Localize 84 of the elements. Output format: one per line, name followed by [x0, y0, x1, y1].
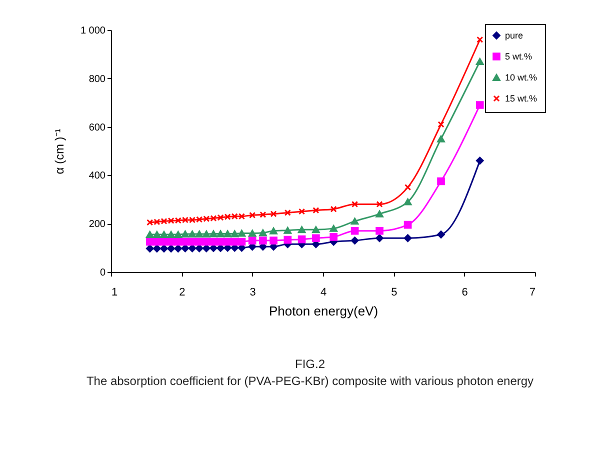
- point: [160, 244, 168, 252]
- legend-label: pure: [505, 30, 524, 40]
- point: [330, 224, 338, 232]
- x-tick-label: 5: [391, 286, 398, 298]
- point: [195, 230, 204, 238]
- point: [437, 230, 445, 238]
- point: [160, 231, 168, 238]
- point: [330, 206, 337, 212]
- y-tick-label: 600: [88, 122, 106, 134]
- point: [238, 230, 246, 237]
- point: [230, 230, 239, 238]
- point: [188, 230, 196, 238]
- point: [181, 230, 190, 238]
- y-tick-label: 400: [88, 170, 106, 182]
- point: [174, 238, 182, 246]
- y-tick-label: 200: [88, 219, 106, 230]
- caption: FIG.2: [294, 356, 326, 373]
- point: [404, 234, 412, 242]
- y-axis-title: α (cm )⁻¹: [52, 128, 66, 174]
- x-tick-label: 3: [250, 286, 256, 298]
- point: [350, 226, 359, 235]
- point: [404, 198, 412, 206]
- x-axis-title: Photon energy(eV): [268, 304, 378, 318]
- point: [298, 226, 306, 234]
- point: [350, 218, 359, 225]
- point: [404, 220, 412, 229]
- point: [202, 230, 210, 238]
- x-tick-label: 6: [462, 286, 468, 298]
- legend-label: 15 wt.%: [505, 94, 538, 104]
- point: [312, 207, 320, 214]
- point: [376, 234, 384, 242]
- point: [167, 231, 175, 238]
- point: [270, 236, 278, 244]
- y-tick-label: 1 000: [80, 26, 106, 36]
- point: [259, 236, 267, 244]
- legend-label: 10 wt.%: [505, 72, 538, 82]
- point: [298, 235, 306, 244]
- legend-label: 5 wt.%: [505, 52, 532, 62]
- point: [376, 200, 383, 208]
- point: [438, 121, 444, 128]
- point: [298, 208, 306, 215]
- point: [437, 135, 445, 142]
- point: [284, 236, 292, 244]
- point: [146, 244, 154, 252]
- x-tick-label: 4: [320, 286, 327, 298]
- point: [224, 230, 232, 238]
- y-tick-label: 0: [100, 268, 106, 278]
- point: [284, 226, 292, 234]
- point: [312, 226, 320, 234]
- point: [437, 177, 445, 186]
- point: [153, 231, 161, 238]
- point: [270, 227, 278, 234]
- point: [259, 229, 267, 236]
- y-tick-label: 800: [88, 74, 106, 85]
- point: [248, 230, 256, 237]
- point: [284, 209, 291, 216]
- text: The absorption coefficient for (PVA-PEG-KBr) composite with various photon energy: [85, 373, 535, 390]
- point: [376, 210, 384, 218]
- point: [238, 238, 246, 246]
- point: [224, 238, 232, 246]
- point: [352, 200, 358, 208]
- point: [376, 226, 384, 235]
- point: [270, 210, 277, 218]
- point: [476, 156, 484, 165]
- point: [330, 233, 338, 241]
- point: [476, 101, 484, 109]
- point: [312, 234, 320, 242]
- point: [174, 244, 182, 252]
- point: [210, 230, 218, 238]
- x-tick-label: 1: [112, 286, 118, 298]
- point: [174, 231, 182, 238]
- point: [476, 58, 484, 65]
- point: [153, 244, 161, 252]
- x-tick-label: 7: [529, 286, 536, 298]
- point: [260, 211, 266, 218]
- point: [167, 244, 175, 252]
- point: [146, 231, 154, 238]
- point: [350, 236, 359, 244]
- point: [248, 236, 256, 244]
- x-tick-label: 2: [179, 286, 186, 298]
- point: [404, 184, 412, 191]
- point: [249, 212, 256, 218]
- point: [476, 36, 484, 43]
- point: [216, 230, 224, 238]
